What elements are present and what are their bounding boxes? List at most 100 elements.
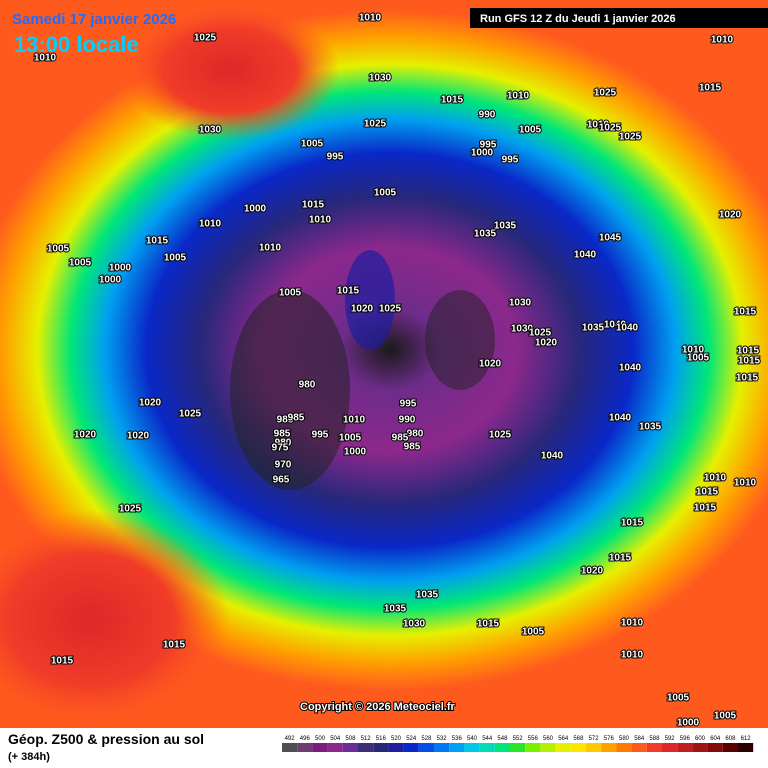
- isobar-label: 1040: [619, 363, 642, 374]
- scale-swatch: [282, 743, 298, 752]
- scale-label: 600: [695, 736, 706, 742]
- isobar-label: 1015: [738, 356, 761, 367]
- scale-swatch: [570, 743, 586, 752]
- scale-label: 536: [452, 736, 463, 742]
- geopotential-field: [0, 10, 768, 690]
- low-core: [230, 290, 350, 490]
- isobar-label: 1035: [416, 590, 439, 601]
- isobar-label: 1015: [699, 83, 722, 94]
- scale-label: 540: [467, 736, 478, 742]
- scale-swatch: [494, 743, 510, 752]
- scale-label: 560: [543, 736, 554, 742]
- isobar-label: 1015: [621, 518, 644, 529]
- isobar-label: 1010: [259, 243, 282, 254]
- isobar-label: 1035: [494, 221, 517, 232]
- isobar-label: 1005: [279, 288, 302, 299]
- isobar-label: 1010: [359, 13, 382, 24]
- isobar-label: 985: [404, 442, 421, 453]
- run-info: Run GFS 12 Z du Jeudi 1 janvier 2026: [480, 13, 676, 25]
- time: 13:00 locale: [14, 32, 139, 57]
- isobar-label: 1035: [474, 229, 497, 240]
- scale-label: 504: [330, 736, 341, 742]
- isobar-label: 1030: [369, 73, 392, 84]
- scale-label: 612: [741, 736, 752, 742]
- isobar-label: 1005: [374, 188, 397, 199]
- isobar-label: 970: [275, 460, 292, 471]
- isobar-label: 1005: [339, 433, 362, 444]
- isobar-label: 1015: [441, 95, 464, 106]
- scale-swatch: [464, 743, 480, 752]
- scale-label: 496: [300, 736, 311, 742]
- ridge: [120, 0, 340, 140]
- scale-swatch: [707, 743, 723, 752]
- isobar-label: 1000: [244, 204, 267, 215]
- isobar-label: 990: [399, 415, 416, 426]
- isobar-label: 1015: [696, 487, 719, 498]
- scale-label: 604: [710, 736, 721, 742]
- scale-swatch: [525, 743, 541, 752]
- isobar-label: 1015: [694, 503, 717, 514]
- isobar-label: 1010: [711, 35, 734, 46]
- isobar-label: 1025: [364, 119, 387, 130]
- scale-label: 564: [558, 736, 569, 742]
- isobar-label: 1020: [719, 210, 742, 221]
- isobar-label: 1010: [309, 215, 332, 226]
- isobar-label: 1015: [146, 236, 169, 247]
- scale-label: 544: [482, 736, 493, 742]
- isobar-label: 1040: [604, 320, 627, 331]
- isobar-label: 1005: [301, 139, 324, 150]
- scale-label: 596: [680, 736, 691, 742]
- isobar-label: 1000: [99, 275, 122, 286]
- scale-swatch: [342, 743, 358, 752]
- footer-lead: (+ 384h): [8, 751, 50, 763]
- scale-swatch: [677, 743, 693, 752]
- isobar-label: 1025: [619, 132, 642, 143]
- isobar-label: 1040: [541, 451, 564, 462]
- scale-label: 508: [345, 736, 356, 742]
- scale-label: 492: [285, 736, 296, 742]
- isobar-label: 1005: [47, 244, 70, 255]
- copyright: Copyright © 2026 Meteociel.fr: [300, 701, 456, 713]
- isobar-label: 1000: [471, 148, 494, 159]
- isobar-label: 1020: [479, 359, 502, 370]
- isobar-label: 1035: [582, 323, 605, 334]
- isobar-label: 1015: [302, 200, 325, 211]
- isobar-label: 1000: [344, 447, 367, 458]
- scale-swatch: [738, 743, 754, 752]
- isobar-label: 1005: [519, 125, 542, 136]
- isobar-label: 1025: [179, 409, 202, 420]
- scale-swatch: [358, 743, 374, 752]
- scale-label: 548: [497, 736, 508, 742]
- scale-swatch: [631, 743, 647, 752]
- scale-label: 528: [421, 736, 432, 742]
- scale-swatch: [479, 743, 495, 752]
- isobar-label: 1020: [581, 566, 604, 577]
- run-box: [470, 8, 768, 28]
- isobar-label: 1025: [489, 430, 512, 441]
- scale-label: 520: [391, 736, 402, 742]
- scale-label: 500: [315, 736, 326, 742]
- scale-label: 524: [406, 736, 417, 742]
- isobar-label: 1005: [164, 253, 187, 264]
- isobar-label: 1000: [109, 263, 132, 274]
- scale-label: 556: [528, 736, 539, 742]
- trough: [345, 250, 395, 350]
- scale-label: 580: [619, 736, 630, 742]
- color-scale: 492 496 500 504 508 512 516 520 524 528 532 536 540 5…: [282, 736, 754, 752]
- scale-swatch: [434, 743, 450, 752]
- isobar-label: 995: [327, 152, 344, 163]
- isobar-label: 1035: [384, 604, 407, 615]
- isobar-label: 1020: [139, 398, 162, 409]
- scale-label: 588: [649, 736, 660, 742]
- isobar-label: 985: [392, 433, 409, 444]
- scale-swatch: [327, 743, 343, 752]
- isobar-label: 1025: [379, 304, 402, 315]
- isobar-label: 985: [288, 413, 305, 424]
- scale-swatch: [418, 743, 434, 752]
- date: Samedi 17 janvier 2026: [12, 11, 176, 28]
- isobar-label: 1005: [714, 711, 737, 722]
- isobar-label: 1010: [34, 53, 57, 64]
- isobar-label: 1040: [616, 323, 639, 334]
- scale-label: 512: [361, 736, 372, 742]
